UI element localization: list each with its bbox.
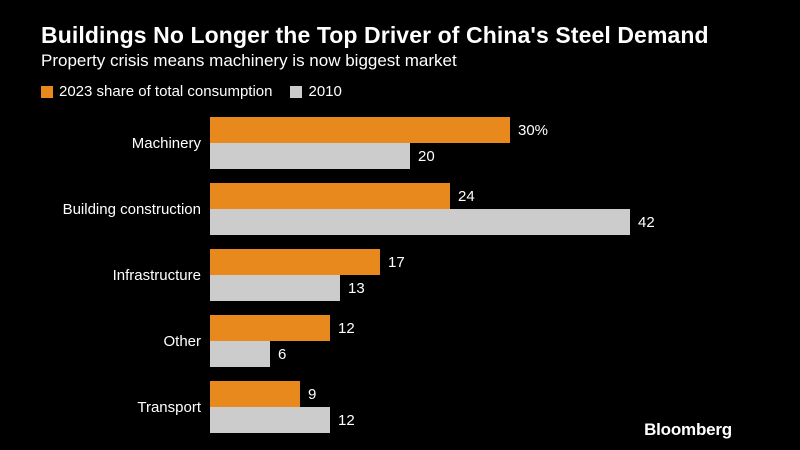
data-label-infrastructure-2010: 13 <box>348 280 365 297</box>
data-label-other-2023: 12 <box>338 320 355 337</box>
category-label-transport: Transport <box>137 399 201 416</box>
bar-infrastructure-2010 <box>210 275 340 301</box>
legend-item-2010: 2010 <box>290 83 342 100</box>
bar-transport-2010 <box>210 407 330 433</box>
chart-title: Buildings No Longer the Top Driver of Ch… <box>41 22 709 48</box>
legend-label-2010: 2010 <box>308 83 342 100</box>
legend: 2023 share of total consumption 2010 <box>41 83 360 100</box>
legend-swatch-2010 <box>290 85 303 98</box>
category-label-machinery: Machinery <box>132 135 202 152</box>
data-label-building-construction-2010: 42 <box>638 214 655 231</box>
bar-building-construction-2010 <box>210 209 630 235</box>
bar-transport-2023 <box>210 381 300 407</box>
chart-subtitle: Property crisis means machinery is now b… <box>41 51 457 70</box>
category-label-other: Other <box>163 333 201 350</box>
bar-other-2010 <box>210 341 270 367</box>
category-label-infrastructure: Infrastructure <box>113 267 201 284</box>
data-label-machinery-2010: 20 <box>418 148 435 165</box>
data-label-machinery-2023: 30% <box>518 122 548 139</box>
bar-infrastructure-2023 <box>210 249 380 275</box>
bar-machinery-2023 <box>210 117 510 143</box>
data-label-transport-2010: 12 <box>338 412 355 429</box>
bar-building-construction-2023 <box>210 183 450 209</box>
legend-label-2023: 2023 share of total consumption <box>59 83 273 100</box>
bloomberg-logo: Bloomberg <box>644 420 732 439</box>
data-label-infrastructure-2023: 17 <box>388 254 405 271</box>
category-label-building-construction: Building construction <box>63 201 201 218</box>
bar-other-2023 <box>210 315 330 341</box>
data-label-other-2010: 6 <box>278 346 286 363</box>
data-label-building-construction-2023: 24 <box>458 188 475 205</box>
legend-swatch-2023 <box>41 85 53 98</box>
bar-machinery-2010 <box>210 143 410 169</box>
legend-item-2023: 2023 share of total consumption <box>41 83 272 100</box>
data-label-transport-2023: 9 <box>308 386 316 403</box>
